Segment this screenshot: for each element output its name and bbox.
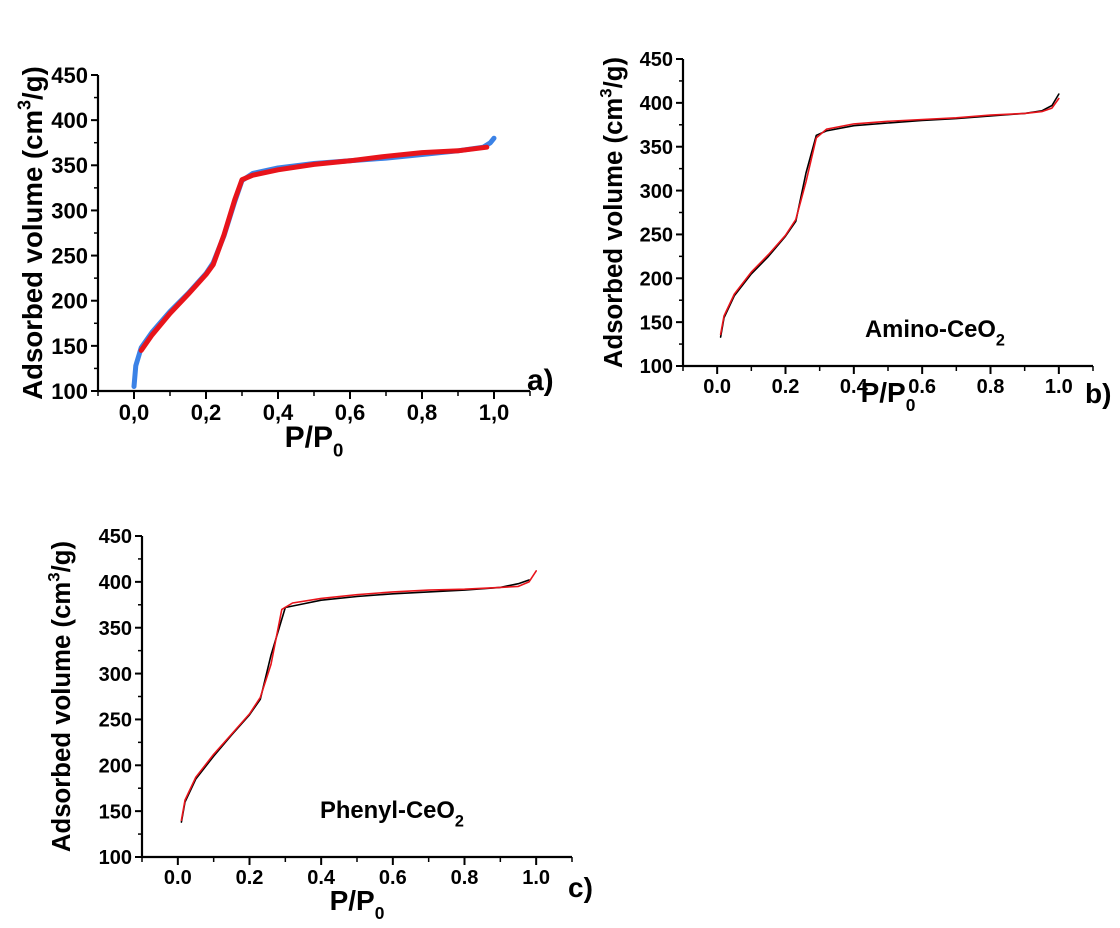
chart-1-series-2-line (138, 144, 490, 353)
chart-3-sample-annotation: Phenyl-CeO2 (320, 797, 464, 830)
chart-2-ytick-label: 250 (640, 225, 673, 247)
chart-2-x-axis-label: P/P0 (861, 377, 916, 415)
chart-1-ytick-label: 100 (51, 379, 88, 404)
chart-3-ytick-label: 150 (99, 801, 132, 823)
chart-1-ytick-label: 400 (51, 108, 88, 133)
chart-2-ytick-label: 400 (640, 93, 673, 115)
chart-3-ytick-label: 100 (99, 847, 132, 869)
chart-1-xtick-label: 0,8 (407, 400, 438, 425)
chart-2-series-1-line (719, 93, 1060, 338)
chart-3-panel-label: c) (568, 872, 593, 903)
chart-2-ytick-label: 450 (640, 49, 673, 71)
chart-1-xtick-label: 0,4 (263, 400, 294, 425)
chart-1-y-axis-label: Adsorbed volume (cm3/g) (15, 66, 48, 400)
chart-2-y-axis-label: Adsorbed volume (cm3/g) (596, 57, 628, 368)
chart-3-ytick-label: 200 (99, 755, 132, 777)
chart-3-xtick-label: 0.6 (379, 867, 407, 889)
chart-3-xtick-label: 0.0 (164, 867, 192, 889)
chart-1-xtick-label: 0,2 (191, 400, 222, 425)
chart-3-y-axis-label: Adsorbed volume (cm3/g) (44, 541, 76, 852)
chart-1-ytick-label: 350 (51, 153, 88, 178)
chart-3-series-2-line (180, 570, 537, 822)
chart-1-x-axis-label: P/P0 (285, 421, 344, 461)
chart-3-ytick-label: 450 (99, 526, 132, 548)
chart-2-panel-label: b) (1085, 378, 1111, 409)
chart-1-ytick-label: 450 (51, 63, 88, 88)
chart-1-series-1-line (131, 135, 497, 389)
chart-1-xtick-label: 0,6 (335, 400, 366, 425)
chart-3-series-1-line (180, 579, 530, 823)
chart-3-xtick-label: 0.2 (236, 867, 264, 889)
chart-3-ytick-label: 350 (99, 618, 132, 640)
chart-1-ytick-label: 250 (51, 243, 88, 268)
chart-1-ytick-label: 200 (51, 289, 88, 314)
chart-2-ytick-label: 200 (640, 268, 673, 290)
chart-1-ytick-label: 150 (51, 334, 88, 359)
chart-2-ytick-label: 300 (640, 181, 673, 203)
chart-1-ytick-label: 300 (51, 198, 88, 223)
chart-1-xtick-label: 0,0 (119, 400, 150, 425)
chart-2-xtick-label: 0.0 (703, 376, 731, 398)
chart-2-series-2-line (719, 97, 1060, 336)
chart-1-xtick-label: 1,0 (479, 400, 510, 425)
chart-3: 100 150 200 250 300 350 400 450 0.0 0.2 0.4 0.6 0.8 1… (44, 526, 593, 923)
chart-2-ytick-label: 350 (640, 137, 673, 159)
chart-3-ytick-label: 300 (99, 664, 132, 686)
chart-2-xtick-label: 1.0 (1045, 376, 1073, 398)
chart-1-panel-label: a) (527, 364, 554, 397)
chart-1: 100 150 200 250 300 350 400 450 0,0 0,2 0,4 0,6 0,8 1… (15, 63, 554, 461)
chart-3-ytick-label: 400 (99, 572, 132, 594)
chart-2-sample-annotation: Amino-CeO2 (865, 316, 1005, 349)
chart-2-ytick-label: 150 (640, 312, 673, 334)
chart-2: 100 150 200 250 300 350 400 450 0.0 0.2 0.4 0.6 0.8 1… (596, 49, 1111, 415)
chart-2-xtick-label: 0.8 (977, 376, 1005, 398)
chart-3-xtick-label: 0.8 (451, 867, 479, 889)
chart-3-ytick-label: 250 (99, 710, 132, 732)
chart-3-xtick-label: 0.4 (307, 867, 336, 889)
chart-2-ytick-label: 100 (640, 356, 673, 378)
chart-3-x-axis-label: P/P0 (330, 885, 385, 923)
chart-2-xtick-label: 0.2 (772, 376, 800, 398)
chart-3-xtick-label: 1.0 (522, 867, 550, 889)
chart-2-xtick-label: 0.4 (840, 376, 869, 398)
chart-2-xtick-label: 0.6 (908, 376, 936, 398)
